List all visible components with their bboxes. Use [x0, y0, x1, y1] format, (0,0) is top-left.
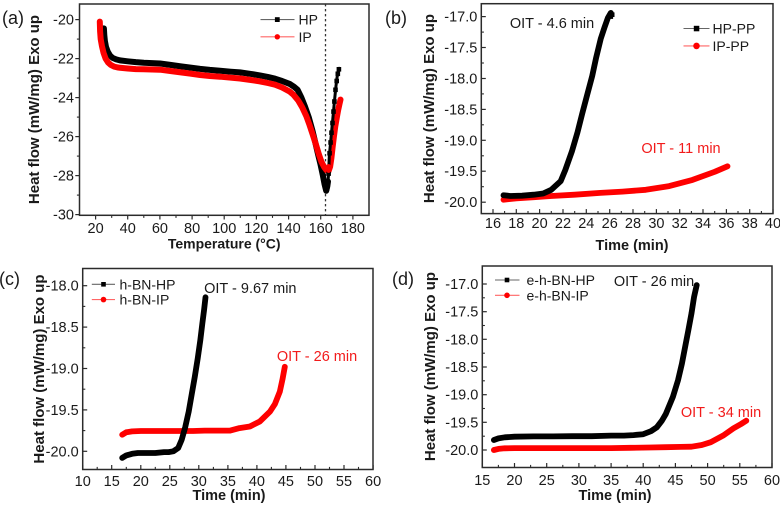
- svg-text:-17.5: -17.5: [445, 305, 478, 321]
- svg-text:(a): (a): [2, 8, 24, 28]
- svg-text:40: 40: [635, 473, 651, 489]
- svg-text:20: 20: [532, 216, 548, 232]
- svg-text:IP: IP: [299, 29, 312, 45]
- svg-text:Time (min): Time (min): [192, 488, 265, 504]
- svg-text:h-BN-HP: h-BN-HP: [120, 276, 176, 292]
- svg-text:-17.0: -17.0: [444, 10, 477, 26]
- svg-text:-18.5: -18.5: [445, 360, 478, 376]
- svg-text:45: 45: [278, 474, 294, 490]
- svg-text:30: 30: [191, 474, 207, 490]
- svg-text:36: 36: [718, 216, 734, 232]
- svg-text:18: 18: [508, 216, 524, 232]
- svg-text:40: 40: [120, 221, 136, 237]
- svg-text:e-h-BN-IP: e-h-BN-IP: [527, 287, 589, 303]
- svg-text:-18.5: -18.5: [444, 102, 477, 118]
- svg-text:50: 50: [700, 473, 716, 489]
- svg-text:80: 80: [184, 221, 200, 237]
- svg-text:10: 10: [75, 474, 91, 490]
- svg-text:32: 32: [672, 216, 688, 232]
- svg-text:15: 15: [474, 473, 490, 489]
- svg-text:-26: -26: [53, 130, 74, 146]
- svg-text:-22: -22: [53, 52, 74, 68]
- svg-text:180: 180: [341, 221, 365, 237]
- svg-text:OIT - 9.67 min: OIT - 9.67 min: [204, 281, 296, 297]
- svg-text:(c): (c): [0, 269, 20, 289]
- svg-text:Heat flow (mW/mg) Exo up: Heat flow (mW/mg) Exo up: [421, 14, 438, 203]
- svg-text:30: 30: [648, 216, 664, 232]
- svg-text:45: 45: [667, 473, 683, 489]
- svg-text:120: 120: [244, 221, 268, 237]
- svg-text:-19.5: -19.5: [46, 403, 79, 419]
- svg-text:25: 25: [539, 473, 555, 489]
- svg-text:OIT - 4.6 min: OIT - 4.6 min: [510, 16, 594, 32]
- svg-text:-20: -20: [53, 13, 74, 29]
- svg-text:-19.0: -19.0: [444, 133, 477, 149]
- svg-text:50: 50: [307, 474, 323, 490]
- svg-text:30: 30: [571, 473, 587, 489]
- svg-text:-24: -24: [53, 91, 74, 107]
- svg-text:HP-PP: HP-PP: [713, 21, 756, 37]
- svg-text:34: 34: [695, 216, 711, 232]
- svg-text:Heat flow (mW/mg) Exo up: Heat flow (mW/mg) Exo up: [422, 272, 439, 461]
- svg-text:-30: -30: [53, 208, 74, 224]
- svg-text:-19.5: -19.5: [445, 415, 478, 431]
- svg-text:55: 55: [336, 474, 352, 490]
- svg-text:100: 100: [212, 221, 236, 237]
- svg-text:(d): (d): [392, 269, 414, 289]
- svg-text:-18.5: -18.5: [46, 320, 79, 336]
- svg-text:-20.0: -20.0: [445, 443, 478, 459]
- svg-text:-18.0: -18.0: [445, 332, 478, 348]
- svg-text:40: 40: [249, 474, 265, 490]
- svg-text:Temperature (°C): Temperature (°C): [168, 236, 281, 252]
- svg-text:26: 26: [602, 216, 618, 232]
- svg-text:15: 15: [104, 474, 120, 490]
- svg-text:60: 60: [365, 474, 381, 490]
- svg-text:-18.0: -18.0: [46, 279, 79, 295]
- svg-text:-19.0: -19.0: [46, 362, 79, 378]
- svg-text:140: 140: [276, 221, 300, 237]
- svg-text:20: 20: [88, 221, 104, 237]
- svg-text:OIT - 11 min: OIT - 11 min: [641, 141, 720, 157]
- svg-text:16: 16: [485, 216, 501, 232]
- svg-text:-18.0: -18.0: [444, 72, 477, 88]
- svg-text:20: 20: [506, 473, 522, 489]
- svg-text:160: 160: [309, 221, 333, 237]
- svg-text:-20.0: -20.0: [46, 444, 79, 460]
- svg-text:40: 40: [765, 216, 780, 232]
- svg-text:Time (min): Time (min): [595, 238, 668, 254]
- svg-text:OIT - 34 min: OIT - 34 min: [681, 405, 761, 421]
- svg-text:Heat flow (mW/mg) Exo up: Heat flow (mW/mg) Exo up: [31, 274, 48, 463]
- svg-text:35: 35: [603, 473, 619, 489]
- svg-text:28: 28: [625, 216, 641, 232]
- svg-text:-17.0: -17.0: [445, 277, 478, 293]
- svg-text:IP-PP: IP-PP: [713, 38, 750, 54]
- svg-text:Heat flow (mW/mg) Exo up: Heat flow (mW/mg) Exo up: [26, 15, 43, 204]
- svg-text:22: 22: [555, 216, 571, 232]
- svg-text:25: 25: [162, 474, 178, 490]
- svg-text:55: 55: [732, 473, 748, 489]
- svg-text:OIT - 26 min: OIT - 26 min: [277, 349, 357, 365]
- svg-text:(b): (b): [385, 8, 407, 28]
- svg-text:-19.0: -19.0: [445, 388, 478, 404]
- svg-text:h-BN-IP: h-BN-IP: [120, 292, 170, 308]
- svg-text:35: 35: [220, 474, 236, 490]
- svg-text:-17.5: -17.5: [444, 41, 477, 57]
- svg-text:HP: HP: [299, 12, 318, 28]
- svg-text:e-h-BN-HP: e-h-BN-HP: [527, 272, 595, 288]
- svg-text:-28: -28: [53, 169, 74, 185]
- svg-text:-20.0: -20.0: [444, 195, 477, 211]
- svg-text:24: 24: [578, 216, 594, 232]
- svg-text:OIT - 26 min: OIT - 26 min: [614, 274, 694, 290]
- svg-text:Time (min): Time (min): [578, 488, 651, 504]
- svg-text:20: 20: [133, 474, 149, 490]
- svg-text:60: 60: [152, 221, 168, 237]
- svg-text:38: 38: [742, 216, 758, 232]
- svg-text:-19.5: -19.5: [444, 164, 477, 180]
- svg-text:60: 60: [764, 473, 780, 489]
